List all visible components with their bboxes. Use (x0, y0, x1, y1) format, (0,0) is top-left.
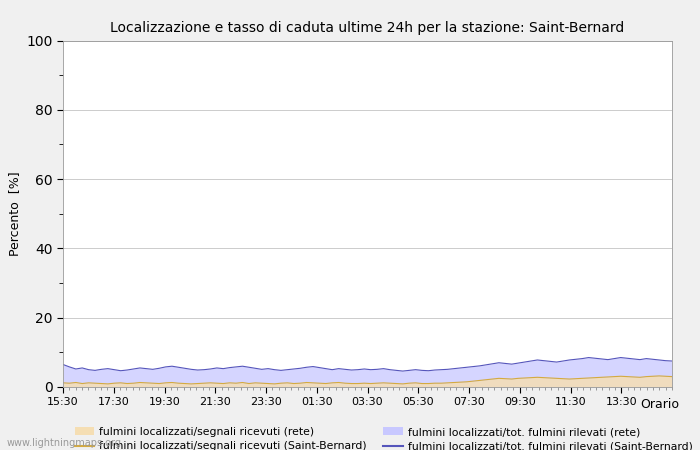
Y-axis label: Percento  [%]: Percento [%] (8, 171, 21, 256)
Title: Localizzazione e tasso di caduta ultime 24h per la stazione: Saint-Bernard: Localizzazione e tasso di caduta ultime … (111, 21, 624, 35)
Text: www.lightningmaps.org: www.lightningmaps.org (7, 438, 122, 448)
Text: Orario: Orario (640, 398, 679, 411)
Legend: fulmini localizzati/segnali ricevuti (rete), fulmini localizzati/segnali ricevut: fulmini localizzati/segnali ricevuti (re… (74, 427, 693, 450)
